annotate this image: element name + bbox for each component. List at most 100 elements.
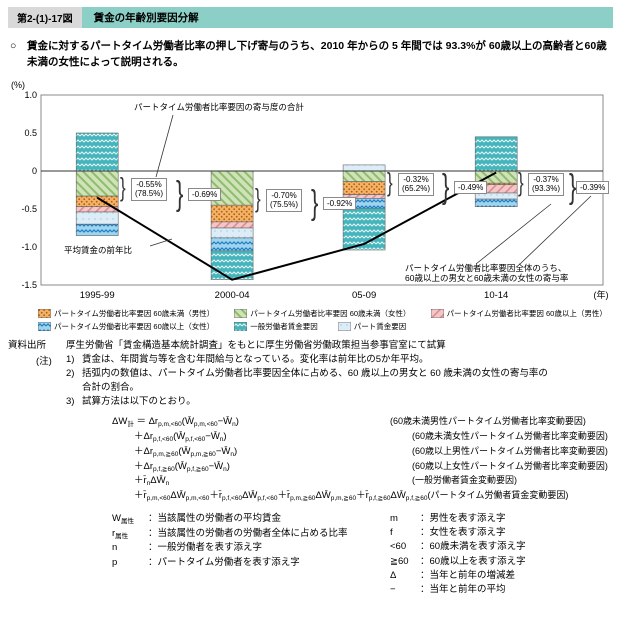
svg-text:1.0: 1.0 — [24, 90, 37, 100]
lead-text: 賃金に対するパートタイム労働者比率の押し下げ寄与のうち、2010 年からの 5 … — [27, 40, 607, 69]
legend-item: 一般労働者賃金要因 — [234, 321, 318, 332]
definition-row: r属性 ：当該属性の労働者の労働者全体に占める比率 — [112, 527, 390, 542]
svg-text:0: 0 — [32, 166, 37, 176]
legend-label: パート賃金要因 — [353, 321, 407, 331]
legend-swatch-icon — [337, 321, 351, 331]
definition-description: ：60歳以上を表す添え字 — [420, 555, 526, 567]
legend-label: パートタイム労働者比率要因 60歳未満（男性） — [54, 308, 215, 318]
definition-description: ：一般労働者を表す添え字 — [148, 542, 263, 554]
definitions-left-column: W属性 ：当該属性の労働者の平均賃金 r属性 ：当該属性の労働者の労働者全体に占める比… — [112, 512, 390, 598]
formula-factor-note: (60歳未満男性パートタイム労働者比率変動要因) — [390, 416, 586, 427]
formula-expression: ΔW計 ＝ Δrp,m,<60(W̄p,m,<60−W̄n) — [112, 416, 239, 429]
definition-description: ：当該属性の労働者の労働者全体に占める比率 — [148, 527, 348, 539]
formula-line-5: ＋r̄nΔW̄n (一般労働者賃金変動要因) — [112, 474, 613, 489]
chart-canvas: 1.0 0.5 0 -0.5 -1.0 -1.5 (%) 1995-99 2000-04 05-0… — [11, 80, 609, 301]
definition-description: ：男性を表す添え字 — [420, 512, 506, 524]
definition-term: Δ — [390, 569, 397, 581]
formula-expression: ＋Δrp,m,≧60(W̄p,m,≧60−W̄n) — [134, 445, 238, 458]
legend-row-2: パートタイム労働者比率要因 60歳以上（女性） 一般労働者賃金要因 パート賃金要因 — [38, 321, 613, 332]
formula-factor-note: (60歳未満女性パートタイム労働者比率変動要因) — [412, 431, 608, 442]
legend-swatch-icon — [430, 308, 444, 318]
definition-row: − ：当年と前年の平均 — [390, 583, 526, 597]
formula-factor-note: (パートタイム労働者賃金変動要因) — [427, 490, 569, 501]
legend-swatch-icon — [234, 308, 248, 318]
svg-text:10-14: 10-14 — [484, 290, 508, 301]
formula-expression: ＋r̄p,m,<60ΔW̄p,m,<60＋r̄p,f,<60ΔW̄p,f,<60… — [134, 490, 428, 503]
source-label: 資料出所 — [8, 339, 47, 351]
svg-text:(%): (%) — [11, 80, 25, 90]
lead-bullet: ○ — [10, 40, 17, 52]
definitions-right-column: m ：男性を表す添え字 f ：女性を表す添え字 <60 ：60歳未満を表す添え字 ≧60 ：6… — [390, 512, 526, 598]
lead-paragraph: ○ 賃金に対するパートタイム労働者比率の押し下げ寄与のうち、2010 年からの … — [10, 38, 611, 71]
legend-swatch-icon — [234, 321, 248, 331]
formula-line-2: ＋Δrp,f,<60(W̄p,f,<60−W̄n) (60歳未満女性パートタイム労… — [112, 430, 613, 445]
svg-text:0.5: 0.5 — [24, 128, 37, 138]
svg-text:2000-04: 2000-04 — [215, 290, 250, 301]
definition-row: m ：男性を表す添え字 — [390, 512, 526, 526]
definition-description: ：当年と前年の平均 — [420, 584, 506, 596]
definition-row: Δ ：当年と前年の増減差 — [390, 569, 526, 583]
note-text: 試算方法は以下のとおり。 — [82, 395, 196, 407]
figure-title: 賃金の年齢別要因分解 — [81, 7, 613, 28]
definition-description: ：当年と前年の増減差 — [420, 569, 516, 581]
definition-description: ：60歳未満を表す添え字 — [420, 541, 526, 553]
svg-text:(年): (年) — [594, 289, 609, 300]
definition-description: ：当該属性の労働者の平均賃金 — [148, 512, 282, 524]
definition-term: f — [390, 527, 393, 539]
figure-header: 第2-(1)-17図 賃金の年齢別要因分解 — [8, 7, 613, 28]
note-text: 賃金は、年間賞与等を含む年間給与となっている。変化率は前年比の5か年平均。 — [82, 354, 429, 366]
formula-expression: ＋r̄nΔW̄n — [134, 475, 170, 488]
definition-term: r属性 — [112, 527, 129, 540]
notes-list: 1) 賃金は、年間賞与等を含む年間給与となっている。変化率は前年比の5か年平均。… — [66, 353, 552, 408]
definition-row: ≧60 ：60歳以上を表す添え字 — [390, 555, 526, 569]
svg-text:1995-99: 1995-99 — [80, 290, 115, 301]
legend-label: パートタイム労働者比率要因 60歳以上（男性） — [446, 308, 607, 318]
note-number: 2) — [66, 368, 75, 380]
definition-term: ≧60 — [390, 555, 409, 567]
formula-expression: ＋Δrp,f,<60(W̄p,f,<60−W̄n) — [134, 431, 227, 444]
figure-number: 第2-(1)-17図 — [8, 7, 82, 28]
note-number: 3) — [66, 395, 75, 407]
note-item-2: 2) 括弧内の数値は、パートタイム労働者比率要因全体に占める、60 歳以上の男女… — [66, 367, 552, 395]
legend-item: パートタイム労働者比率要因 60歳以上（女性） — [38, 321, 214, 332]
definition-row: f ：女性を表す添え字 — [390, 526, 526, 540]
svg-text:-1.0: -1.0 — [21, 242, 37, 252]
chart-legend: パートタイム労働者比率要因 60歳未満（男性） パートタイム労働者比率要因 60歳… — [8, 308, 613, 332]
definition-term: − — [390, 584, 396, 596]
formula-line-4: ＋Δrp,f,≧60(W̄p,f,≧60−W̄n) (60歳以上女性パートタイム労… — [112, 460, 613, 475]
formula-line-6: ＋r̄p,m,<60ΔW̄p,m,<60＋r̄p,f,<60ΔW̄p,f,<60… — [112, 489, 613, 504]
definition-term: W属性 — [112, 512, 134, 525]
notes-block: (注) 1) 賃金は、年間賞与等を含む年間給与となっている。変化率は前年比の5か… — [8, 353, 613, 408]
wage-decomposition-chart: 1.0 0.5 0 -0.5 -1.0 -1.5 (%) 1995-99 2000-04 05-0… — [8, 78, 613, 307]
notes-label: (注) — [36, 356, 52, 368]
note-number: 1) — [66, 354, 75, 366]
legend-item: パート賃金要因 — [337, 321, 407, 332]
svg-text:-0.5: -0.5 — [21, 204, 37, 214]
legend-label: パートタイム労働者比率要因 60歳以上（女性） — [54, 321, 215, 331]
definition-term: p — [112, 556, 118, 568]
definition-term: m — [390, 512, 398, 524]
note-item-3: 3) 試算方法は以下のとおり。 — [66, 395, 552, 409]
legend-label: 一般労働者賃金要因 — [250, 321, 318, 331]
formula-line-1: ΔW計 ＝ Δrp,m,<60(W̄p,m,<60−W̄n) (60歳未満男性パー… — [112, 415, 613, 430]
definition-row: W属性 ：当該属性の労働者の平均賃金 — [112, 512, 390, 527]
formula-factor-note: (60歳以上男性パートタイム労働者比率変動要因) — [412, 445, 608, 456]
source-row: 資料出所 厚生労働省「賃金構造基本統計調査」をもとに厚生労働省労働政策担当参事官… — [8, 339, 613, 353]
note-item-1: 1) 賃金は、年間賞与等を含む年間給与となっている。変化率は前年比の5か年平均。 — [66, 353, 552, 367]
note-text: 括弧内の数値は、パートタイム労働者比率要因全体に占める、60 歳以上の男女と 6… — [82, 368, 548, 393]
definition-term: <60 — [390, 541, 407, 553]
legend-row-1: パートタイム労働者比率要因 60歳未満（男性） パートタイム労働者比率要因 60歳… — [38, 308, 613, 319]
formula-block: ΔW計 ＝ Δrp,m,<60(W̄p,m,<60−W̄n) (60歳未満男性パー… — [112, 415, 613, 504]
legend-item: パートタイム労働者比率要因 60歳未満（男性） — [38, 308, 214, 319]
formula-line-3: ＋Δrp,m,≧60(W̄p,m,≧60−W̄n) (60歳以上男性パートタイム労… — [112, 445, 613, 460]
definition-row: n ：一般労働者を表す添え字 — [112, 541, 390, 555]
definition-row: p ：パートタイム労働者を表す添え字 — [112, 556, 390, 570]
legend-item: パートタイム労働者比率要因 60歳以上（男性） — [430, 308, 607, 319]
definition-row: <60 ：60歳未満を表す添え字 — [390, 540, 526, 554]
legend-swatch-icon — [38, 321, 51, 331]
formula-expression: ＋Δrp,f,≧60(W̄p,f,≧60−W̄n) — [134, 460, 230, 473]
definitions-block: W属性 ：当該属性の労働者の平均賃金 r属性 ：当該属性の労働者の労働者全体に占める比… — [112, 512, 613, 598]
svg-text:05-09: 05-09 — [352, 290, 376, 301]
source-text: 厚生労働省「賃金構造基本統計調査」をもとに厚生労働省労働政策担当参事官室にて試算 — [66, 339, 446, 351]
formula-factor-note: (60歳以上女性パートタイム労働者比率変動要因) — [412, 460, 608, 471]
